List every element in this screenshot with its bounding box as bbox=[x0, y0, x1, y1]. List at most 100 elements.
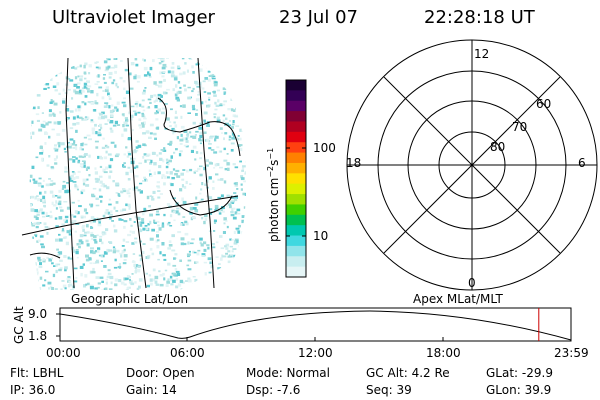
speckle bbox=[236, 240, 239, 244]
speckle bbox=[159, 274, 164, 277]
speckle bbox=[91, 127, 96, 131]
speckle bbox=[107, 272, 112, 276]
speckle bbox=[189, 212, 193, 215]
speckle bbox=[197, 91, 200, 93]
speckle bbox=[199, 173, 203, 177]
speckle bbox=[227, 167, 230, 171]
speckle bbox=[80, 143, 84, 147]
speckle bbox=[123, 259, 127, 261]
speckle bbox=[73, 219, 77, 223]
speckle bbox=[122, 80, 126, 83]
speckle bbox=[36, 213, 40, 216]
speckle bbox=[192, 216, 196, 219]
speckle bbox=[106, 58, 109, 60]
speckle bbox=[230, 149, 234, 152]
speckle bbox=[136, 268, 141, 273]
speckle bbox=[122, 189, 126, 193]
speckle bbox=[180, 222, 183, 226]
speckle bbox=[187, 279, 192, 283]
speckle bbox=[179, 105, 183, 108]
speckle bbox=[208, 147, 212, 150]
speckle bbox=[69, 257, 73, 260]
speckle bbox=[203, 241, 207, 245]
speckle bbox=[228, 138, 231, 141]
speckle bbox=[86, 80, 90, 84]
speckle bbox=[59, 206, 63, 209]
speckle bbox=[127, 233, 132, 237]
speckle bbox=[212, 74, 215, 77]
speckle bbox=[82, 228, 85, 232]
speckle bbox=[58, 189, 62, 193]
speckle bbox=[34, 262, 37, 265]
speckle bbox=[176, 207, 180, 210]
speckle bbox=[137, 189, 141, 192]
speckle bbox=[175, 84, 178, 88]
speckle bbox=[72, 172, 76, 175]
right-panel-label: Apex MLat/MLT bbox=[413, 292, 503, 306]
colorbar-band bbox=[286, 214, 306, 226]
speckle bbox=[85, 258, 90, 262]
speckle bbox=[225, 220, 228, 222]
speckle bbox=[122, 188, 126, 191]
speckle bbox=[85, 184, 90, 187]
speckle bbox=[150, 94, 154, 98]
speckle bbox=[198, 138, 201, 142]
speckle bbox=[214, 138, 217, 142]
speckle bbox=[147, 256, 150, 260]
speckle bbox=[35, 113, 40, 116]
speckle bbox=[199, 131, 203, 134]
speckle bbox=[172, 279, 176, 283]
speckle bbox=[107, 211, 111, 215]
time-label-0600: 06:00 bbox=[170, 346, 205, 360]
speckle bbox=[42, 215, 46, 218]
speckle bbox=[170, 155, 173, 159]
speckle bbox=[198, 85, 203, 88]
speckle bbox=[200, 101, 204, 105]
speckle bbox=[134, 103, 138, 105]
speckle bbox=[45, 122, 49, 126]
speckle bbox=[96, 217, 99, 220]
speckle bbox=[109, 170, 113, 173]
speckle bbox=[120, 190, 124, 194]
speckle bbox=[54, 89, 58, 92]
speckle bbox=[50, 166, 54, 168]
speckle bbox=[76, 256, 79, 259]
speckle bbox=[215, 256, 219, 258]
speckle bbox=[71, 143, 75, 146]
speckle bbox=[112, 250, 116, 254]
speckle bbox=[101, 241, 104, 245]
speckle bbox=[143, 207, 147, 211]
speckle bbox=[210, 265, 214, 269]
speckle bbox=[194, 202, 198, 206]
speckle bbox=[75, 147, 78, 151]
speckle bbox=[234, 198, 238, 202]
speckle bbox=[93, 235, 97, 239]
speckle bbox=[74, 76, 78, 80]
speckle bbox=[141, 218, 145, 222]
speckle bbox=[149, 66, 153, 71]
speckle bbox=[223, 180, 227, 184]
speckle bbox=[44, 279, 47, 282]
left-panel-label: Geographic Lat/Lon bbox=[71, 292, 189, 306]
speckle bbox=[55, 155, 58, 159]
speckle bbox=[64, 92, 68, 94]
speckle bbox=[74, 84, 77, 87]
speckle bbox=[151, 228, 155, 232]
mlt-12-label: 12 bbox=[474, 47, 490, 61]
speckle bbox=[85, 167, 88, 171]
speckle bbox=[127, 166, 131, 169]
speckle bbox=[122, 164, 125, 168]
speckle bbox=[194, 209, 199, 213]
speckle bbox=[97, 282, 101, 285]
speckle bbox=[73, 140, 76, 144]
speckle bbox=[77, 105, 81, 109]
mode-value: Mode: Normal bbox=[246, 366, 330, 380]
speckle bbox=[192, 250, 195, 254]
speckle bbox=[133, 166, 136, 169]
speckle bbox=[79, 234, 84, 238]
speckle bbox=[179, 138, 184, 142]
speckle bbox=[81, 117, 84, 121]
speckle bbox=[196, 252, 200, 256]
speckle bbox=[129, 218, 132, 221]
speckle bbox=[105, 228, 109, 232]
